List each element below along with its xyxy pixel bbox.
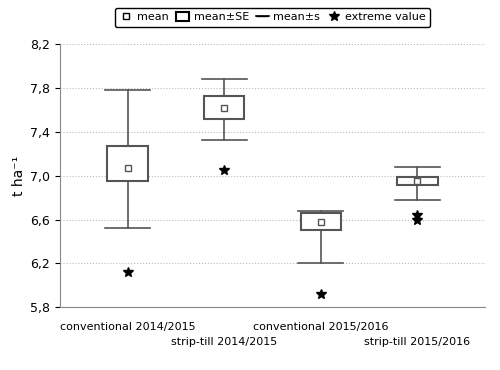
Bar [300, 213, 341, 231]
Bar [204, 96, 244, 119]
Text: conventional 2014/2015: conventional 2014/2015 [60, 322, 196, 332]
Text: strip-till 2014/2015: strip-till 2014/2015 [171, 337, 278, 347]
Legend: mean, mean±SE, mean±s, extreme value: mean, mean±SE, mean±s, extreme value [115, 8, 430, 27]
Text: conventional 2015/2016: conventional 2015/2016 [253, 322, 388, 332]
Bar [397, 177, 438, 185]
Y-axis label: t ha⁻¹: t ha⁻¹ [12, 156, 26, 196]
Bar [108, 146, 148, 181]
Text: strip-till 2015/2016: strip-till 2015/2016 [364, 337, 470, 347]
